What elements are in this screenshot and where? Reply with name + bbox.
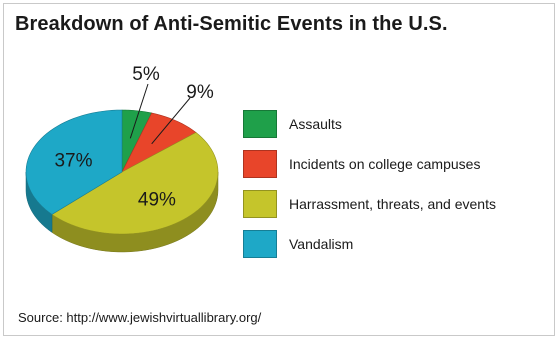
value-label-vandalism: 37%: [54, 151, 92, 172]
pie-slice-harassment: [51, 132, 219, 235]
value-label-harassment: 49%: [138, 190, 176, 211]
pie-slice-vandalism: [25, 109, 123, 215]
legend-swatch-vandalism: [243, 230, 277, 258]
legend-label-assaults: Assaults: [289, 116, 342, 132]
leader-line-campus-incidents: [151, 97, 191, 145]
chart-source: Source: http://www.jewishvirtuallibrary.…: [18, 310, 262, 325]
legend-swatch-campus-incidents: [243, 150, 277, 178]
pie-slice-assaults: [121, 109, 153, 173]
chart-legend: Assaults Incidents on college campuses H…: [243, 104, 496, 264]
leader-line-assaults: [129, 83, 149, 139]
value-label-assaults: 5%: [132, 64, 160, 85]
legend-item-assaults: Assaults: [243, 104, 496, 144]
legend-label-vandalism: Vandalism: [289, 236, 354, 252]
legend-swatch-harassment: [243, 190, 277, 218]
pie-slice-campus-incidents: [121, 112, 197, 173]
legend-label-harassment: Harrassment, threats, and events: [289, 196, 496, 212]
legend-item-harassment: Harrassment, threats, and events: [243, 184, 496, 224]
legend-item-vandalism: Vandalism: [243, 224, 496, 264]
legend-label-campus-incidents: Incidents on college campuses: [289, 156, 481, 172]
chart-title: Breakdown of Anti-Semitic Events in the …: [15, 13, 448, 35]
value-label-campus-incidents: 9%: [186, 82, 214, 103]
legend-swatch-assaults: [243, 110, 277, 138]
legend-item-campus-incidents: Incidents on college campuses: [243, 144, 496, 184]
